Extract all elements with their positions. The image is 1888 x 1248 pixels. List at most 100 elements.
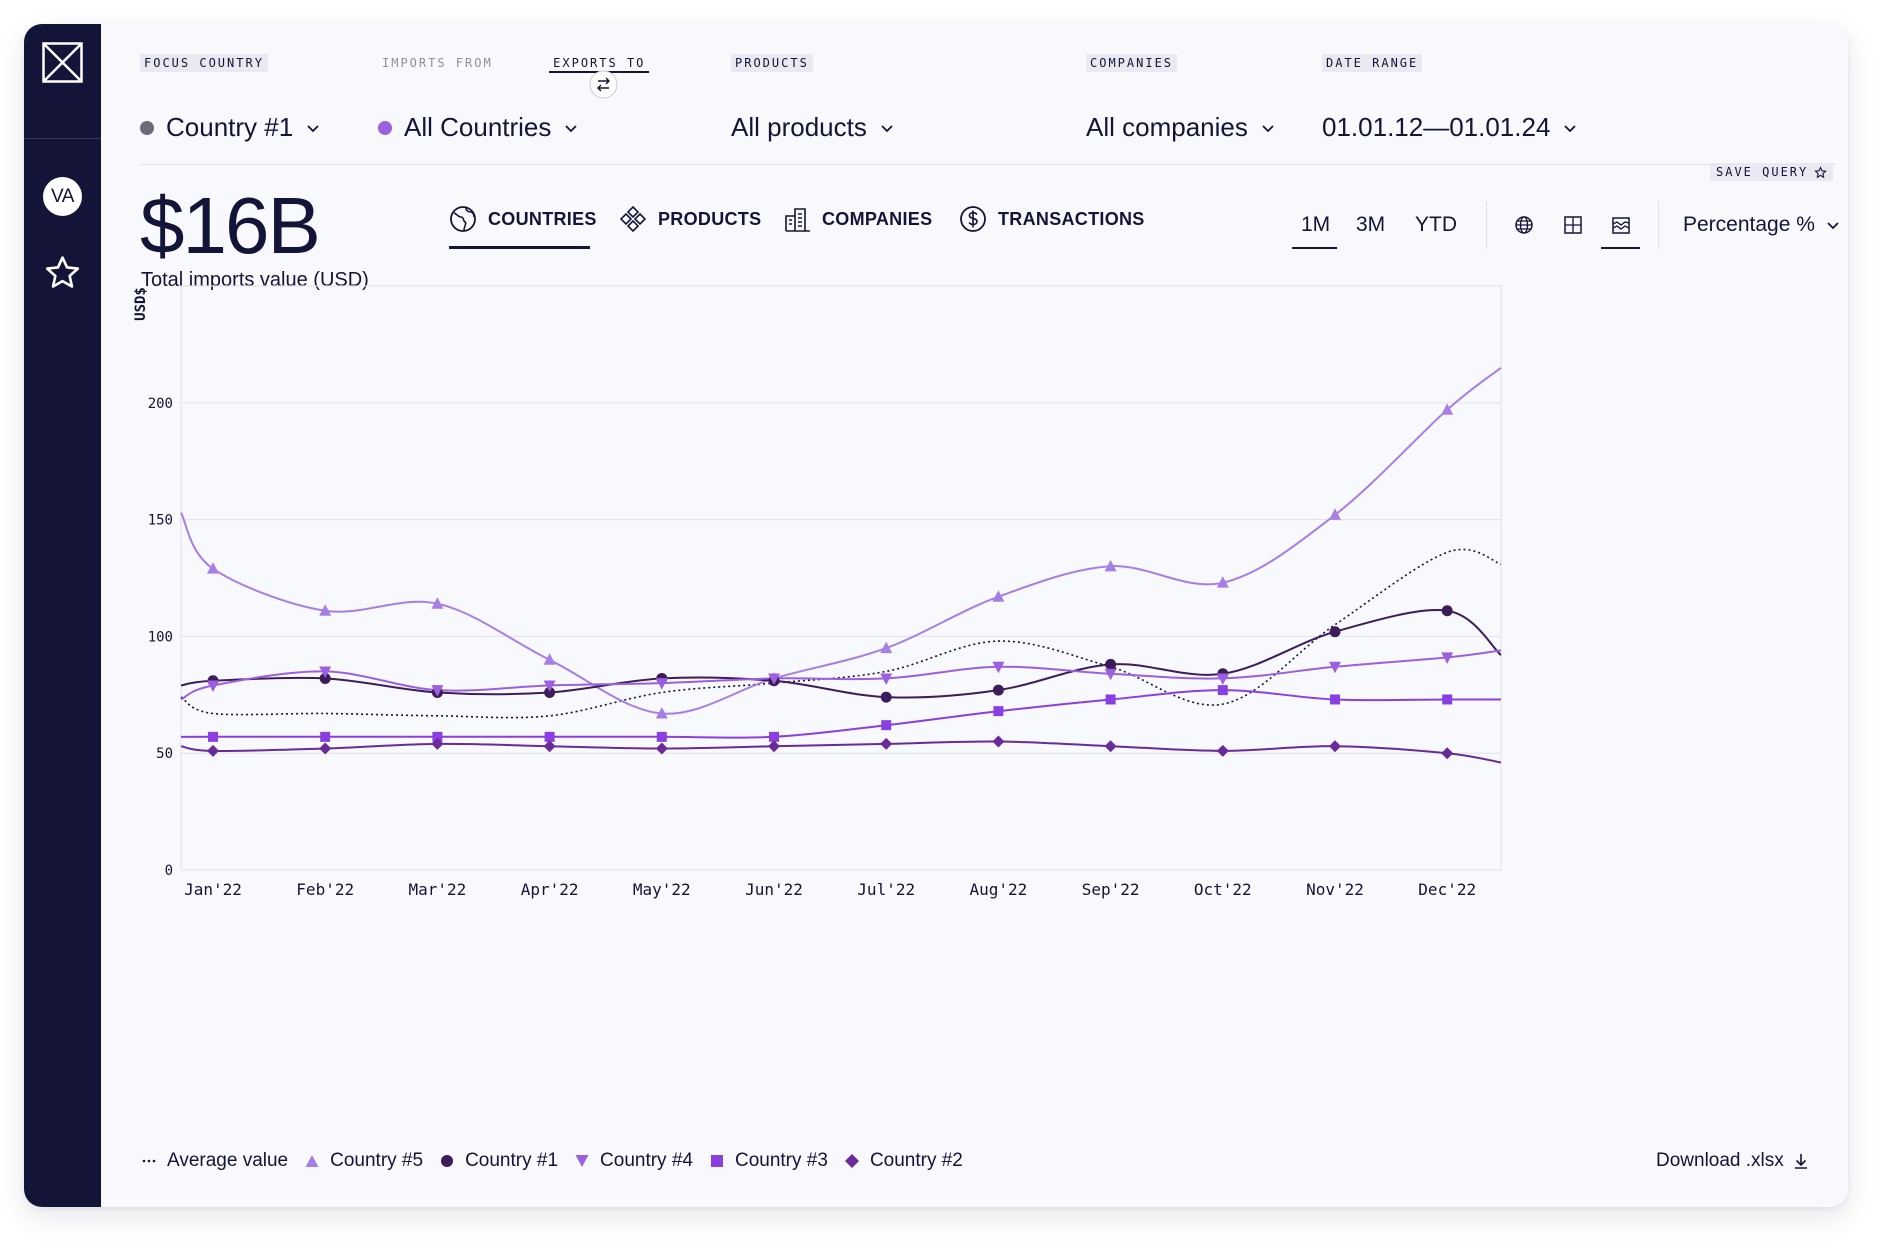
total-value: $16B [140,181,321,270]
metric-dropdown[interactable]: Percentage % [1683,213,1841,237]
partner-country-dot [378,120,392,135]
logo-icon[interactable] [42,42,83,83]
tab-countries[interactable]: COUNTRIES [448,204,597,234]
data-point-diamond [543,740,556,753]
imports-from-toggle[interactable]: IMPORTS FROM [382,56,493,70]
legend-item-country-5[interactable]: Country #5 [304,1150,423,1172]
data-point-square [656,731,667,742]
square-icon [710,1155,723,1167]
favorites-star-icon[interactable] [43,253,82,292]
y-tick-label: 100 [148,629,173,645]
chevron-down-icon [1827,222,1839,230]
swap-direction-icon[interactable] [589,70,618,99]
save-query-label: SAVE QUERY [1716,165,1809,179]
dotted-line-icon [142,1159,156,1163]
data-point-diamond [319,742,332,755]
active-tab-indicator [449,246,590,249]
data-point-triangle-up [543,653,556,665]
data-point-square [1442,694,1453,705]
date-range-filter: DATE RANGE 01.01.12—01.01.24 [1322,54,1577,142]
data-point-triangle-up [1441,403,1454,415]
data-point-square [208,731,218,742]
date-range-dropdown[interactable]: 01.01.12—01.01.24 [1322,112,1578,143]
data-point-triangle-up [880,641,893,654]
data-point-triangle-up [319,604,332,616]
x-tick-label: Nov'22 [1306,880,1364,899]
partner-country-dropdown[interactable]: All Countries [378,112,579,143]
save-query-button[interactable]: SAVE QUERY [1710,163,1834,181]
data-point-triangle-down [207,680,219,692]
data-point-triangle-down [768,673,780,685]
data-point-triangle-down [992,661,1005,674]
series-line-5 [180,740,1502,764]
series-line-4 [180,689,1501,739]
range-3m[interactable]: 3M [1356,213,1386,236]
partner-country-value: All Countries [404,112,552,142]
data-point-diamond [992,735,1005,748]
legend-label: Country #4 [600,1150,693,1171]
series-line-2 [180,609,1502,699]
legend-item-country-1[interactable]: Country #1 [439,1150,558,1172]
data-point-diamond [1441,747,1454,760]
data-point-triangle-down [655,678,668,690]
data-point-triangle-up [1104,559,1117,572]
tab-companies[interactable]: COMPANIES [782,204,932,234]
focus-country-value: Country #1 [166,112,294,142]
globe-icon [450,206,476,232]
metric-value: Percentage % [1683,213,1815,236]
header-divider [140,164,1836,165]
chart-view-icon[interactable] [1609,213,1633,237]
products-filter: PRODUCTS All products [731,54,893,142]
legend-item-country-3[interactable]: Country #3 [709,1150,828,1172]
x-tick-label: Dec'22 [1418,880,1476,899]
plot-area-frame [180,285,1502,871]
data-point-triangle-down [1216,673,1229,685]
dollar-icon [960,206,986,232]
app-window: VA FOCUS COUNTRY Country #1 IMPORTS FROM… [24,24,1848,1207]
companies-value: All companies [1086,112,1248,142]
products-dropdown[interactable]: All products [731,112,895,143]
data-point-square [432,731,443,742]
download-xlsx-button[interactable]: Download .xlsx [1656,1150,1810,1172]
legend-item-country-2[interactable]: Country #2 [844,1150,963,1172]
data-point-triangle-down [1441,652,1454,664]
toolbar-divider [1486,201,1487,249]
range-1m[interactable]: 1M [1301,213,1331,236]
chart-legend: Average value Country #5 Country #1 Coun… [141,1150,979,1172]
circle-icon [441,1155,454,1167]
legend-item-average[interactable]: Average value [141,1150,288,1172]
data-point-triangle-down [880,673,893,685]
triangle-down-icon [575,1155,589,1167]
data-point-triangle-up [207,562,219,574]
data-point-triangle-down [319,666,332,678]
table-view-icon[interactable] [1561,213,1585,237]
avatar[interactable]: VA [43,177,82,216]
y-tick-label: 0 [165,863,173,879]
data-point-square [320,731,331,742]
data-point-triangle-up [1329,508,1341,520]
focus-country-filter: FOCUS COUNTRY Country #1 [140,54,319,142]
x-tick-label: Jul'22 [857,880,915,899]
range-ytd[interactable]: YTD [1415,213,1457,236]
x-tick-label: Apr'22 [521,880,579,899]
companies-label: COMPANIES [1086,54,1178,72]
data-point-diamond [655,742,668,755]
legend-label: Country #3 [734,1150,828,1171]
legend-item-country-4[interactable]: Country #4 [574,1150,693,1172]
data-point-diamond [1104,740,1117,753]
data-point-circle [1441,605,1453,617]
date-range-value: 01.01.12—01.01.24 [1322,112,1551,142]
companies-dropdown[interactable]: All companies [1086,112,1276,143]
data-point-triangle-down [1329,661,1341,674]
tab-transactions[interactable]: TRANSACTIONS [958,204,1145,234]
tab-products[interactable]: PRODUCTS [618,204,761,234]
series-line-3 [180,649,1502,701]
tab-transactions-label: TRANSACTIONS [998,208,1145,229]
y-tick-label: 200 [148,396,173,412]
x-tick-label: May'22 [633,880,691,899]
data-point-diamond [880,737,893,750]
globe-view-icon[interactable] [1512,213,1536,237]
focus-country-label: FOCUS COUNTRY [140,54,268,72]
line-chart: 0 50 100 150 200 USD$ Jan'22 Feb'22 Mar'22 Apr'22… [133,285,1502,899]
focus-country-dropdown[interactable]: Country #1 [140,112,321,143]
